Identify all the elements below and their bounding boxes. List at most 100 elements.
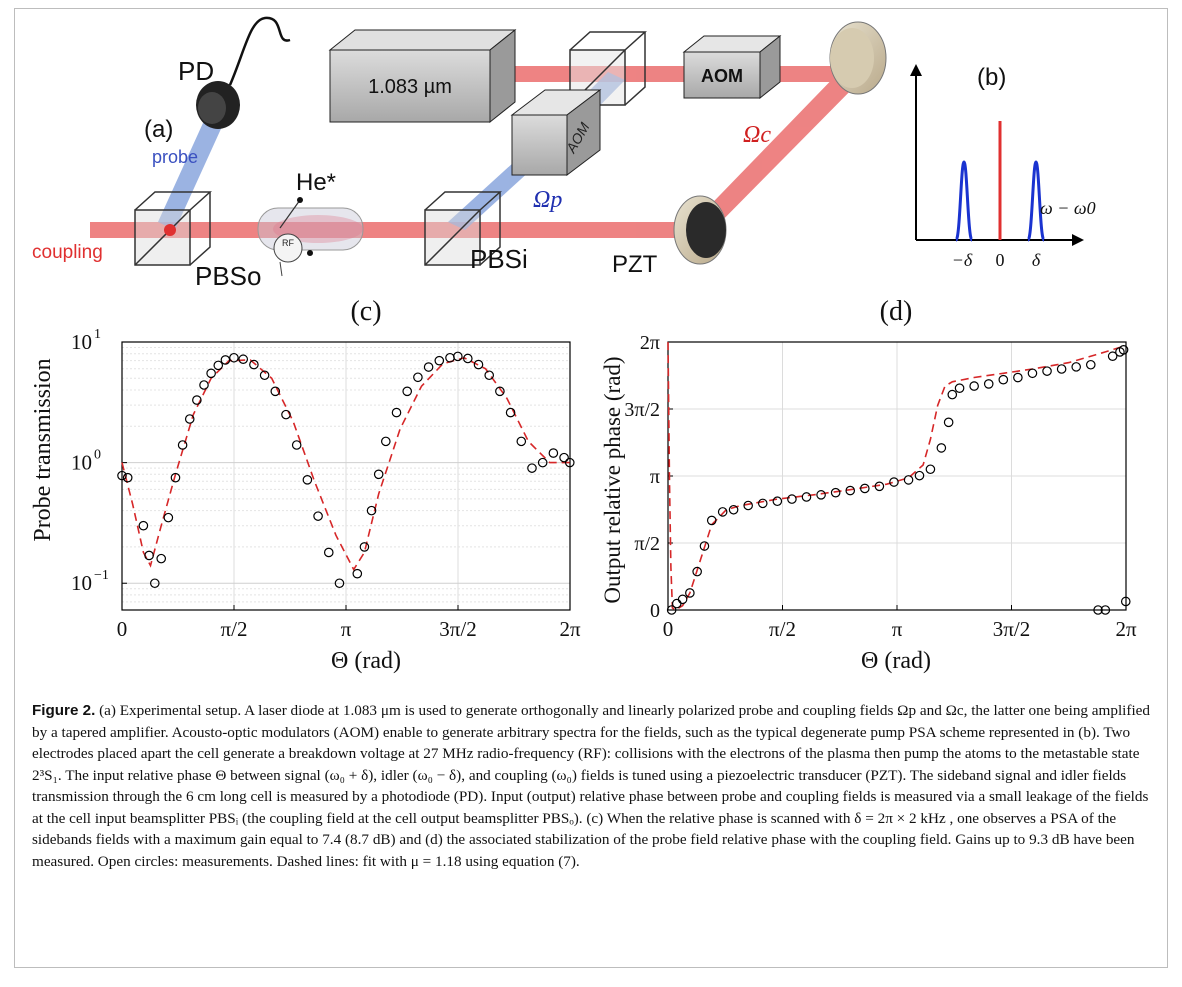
data-point xyxy=(199,380,209,390)
data-point xyxy=(717,507,728,517)
data-point xyxy=(677,594,688,605)
panel-c-label: (c) xyxy=(350,296,381,327)
data-point xyxy=(936,443,947,453)
data-point xyxy=(423,362,434,372)
chart-d-ylabel: Output relative phase (rad) xyxy=(600,356,625,603)
data-point xyxy=(484,370,495,381)
data-point xyxy=(381,436,391,447)
x-tick-label: π/2 xyxy=(221,617,248,641)
x-tick-label: π/2 xyxy=(769,617,796,641)
data-point xyxy=(743,500,753,511)
pbs-out xyxy=(134,191,212,266)
data-point xyxy=(816,490,826,500)
data-point xyxy=(156,553,167,564)
data-point xyxy=(1118,345,1129,355)
data-point xyxy=(238,354,249,365)
pbs-in-label: PBSi xyxy=(470,244,528,274)
pzt-mirror xyxy=(673,195,727,265)
data-point xyxy=(1085,359,1096,370)
data-point xyxy=(122,472,133,483)
data-point xyxy=(138,520,149,531)
data-point xyxy=(692,566,702,577)
tick-zero: 0 xyxy=(996,250,1005,270)
x-tick-label: 2π xyxy=(559,617,581,641)
data-point xyxy=(998,374,1009,385)
data-point xyxy=(184,414,195,424)
y-tick-exponent: 1 xyxy=(94,327,101,342)
data-point xyxy=(516,436,527,447)
data-point xyxy=(914,470,925,481)
data-point xyxy=(144,550,154,561)
data-point xyxy=(302,475,313,485)
data-point xyxy=(413,372,423,383)
y-tick-label: π/2 xyxy=(634,533,660,555)
panel-d-label: (d) xyxy=(880,296,913,327)
data-point xyxy=(728,504,739,515)
data-point xyxy=(1013,372,1023,383)
data-point xyxy=(206,368,216,379)
caption-text: (a) Experimental setup. A laser diode at… xyxy=(32,702,1151,870)
data-point xyxy=(969,381,979,391)
probe-label: probe xyxy=(152,147,198,167)
data-point xyxy=(213,360,224,371)
data-point xyxy=(281,409,291,420)
data-point xyxy=(845,485,856,496)
data-point xyxy=(453,351,463,362)
data-point xyxy=(666,605,677,615)
data-point xyxy=(925,464,936,475)
data-point xyxy=(830,487,841,498)
data-point xyxy=(889,477,899,487)
data-point xyxy=(334,578,345,589)
data-point xyxy=(177,440,188,450)
aom-right-box xyxy=(682,34,782,100)
data-point xyxy=(495,386,505,397)
x-tick-label: 3π/2 xyxy=(439,617,476,641)
data-point xyxy=(1071,362,1081,372)
y-tick-label: 2π xyxy=(640,332,660,354)
data-point xyxy=(473,359,484,370)
data-point xyxy=(366,505,377,516)
data-point xyxy=(373,469,384,480)
data-point xyxy=(954,383,965,394)
data-point xyxy=(559,452,569,463)
he-label: He* xyxy=(296,169,336,196)
chart-d: (d) Output relative phase (rad) Θ (rad) … xyxy=(600,296,1137,674)
data-point xyxy=(787,494,797,504)
y-tick-label: 10 xyxy=(71,451,92,475)
chart-d-plot: 0 π/2 π 3π/2 2π 0 π/2 π 3π/2 2π xyxy=(624,332,1137,641)
data-point xyxy=(352,568,363,579)
x-tick-label: 3π/2 xyxy=(993,617,1030,641)
omega-c-label: Ωc xyxy=(743,122,771,148)
data-point xyxy=(359,542,370,552)
data-point xyxy=(149,578,160,589)
data-point xyxy=(548,448,559,458)
data-point xyxy=(1042,366,1052,376)
fit-line xyxy=(667,342,1127,611)
spectrum-axis-label: ω − ω0 xyxy=(1040,198,1096,218)
pzt-label: PZT xyxy=(612,251,658,278)
tick-delta: δ xyxy=(1032,250,1041,270)
pbs-out-label: PBSo xyxy=(195,261,262,291)
data-point xyxy=(943,417,954,428)
data-point xyxy=(220,355,231,365)
y-tick-label: 10 xyxy=(71,330,92,354)
y-tick-exponent: 0 xyxy=(94,448,101,463)
panel-b-label: (b) xyxy=(977,64,1006,91)
data-point xyxy=(1093,605,1103,615)
x-tick-label: π xyxy=(341,617,352,641)
data-point xyxy=(1100,605,1111,615)
y-tick-label: 10 xyxy=(71,571,92,595)
data-point xyxy=(1120,596,1131,607)
data-point xyxy=(229,352,239,363)
data-point xyxy=(313,511,323,521)
chart-c: (c) Probe transmission Θ (rad) 0 π/2 π 3π/2… xyxy=(30,296,581,674)
laser-box xyxy=(328,28,517,124)
data-point xyxy=(163,512,174,523)
sideband-idler xyxy=(954,160,974,242)
data-point xyxy=(291,440,302,450)
data-point xyxy=(249,359,259,370)
data-point xyxy=(527,463,537,473)
rf-label: RF xyxy=(282,238,294,248)
coupling-label: coupling xyxy=(32,242,103,263)
setup-diagram: 1.083 µm AOM AOM xyxy=(32,16,887,291)
